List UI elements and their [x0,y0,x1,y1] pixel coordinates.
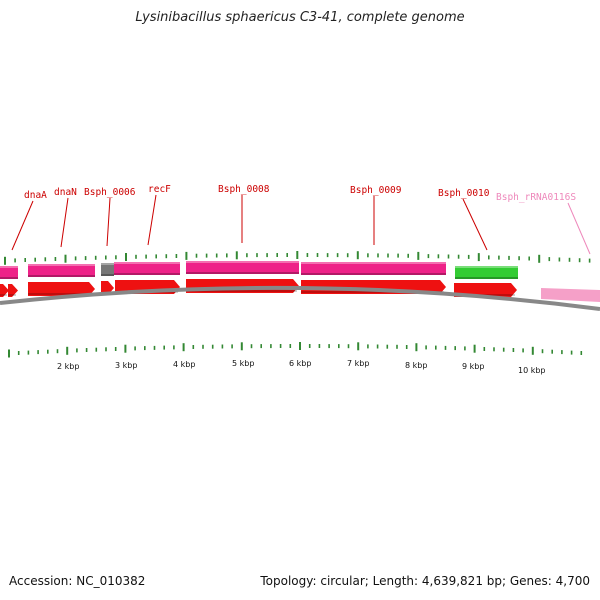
gene-label-Bsph_0009: Bsph_0009 [350,185,402,196]
kbp-label: 2 kbp [57,362,79,371]
gene-label-Bsph_0008: Bsph_0008 [218,184,270,195]
kbp-label: 9 kbp [462,362,484,371]
gene-block-Bsph_0008 [186,261,299,274]
rrna-feature-Bsph_rRNA0116S [541,288,600,302]
gene-label-dnaN: dnaN [54,187,77,198]
kbp-label: 6 kbp [289,359,311,368]
label-leader-line [147,194,157,246]
kbp-scale-labels: 2 kbp 3 kbp 4 kbp 5 kbp 6 kbp 7 kbp 8 kbp 9 kbp… [57,359,546,375]
kbp-label: 3 kbp [115,361,137,370]
cds-arrow-dnaA-a [0,284,9,297]
kbp-label: 4 kbp [173,360,195,369]
accession-text: Accession: NC_010382 [9,574,146,588]
kbp-label: 8 kbp [405,361,427,370]
gene-track [0,261,518,279]
label-leader-line [567,202,591,255]
label-leader-line [462,198,488,251]
gene-label-dnaA: dnaA [24,190,47,201]
gene-label-Bsph_0006: Bsph_0006 [84,187,136,198]
label-leader-line [60,197,69,248]
gene-block-dnaA [0,266,18,279]
gene-block-dnaN [28,264,95,277]
label-leader-line [106,197,111,247]
gene-label-recF: recF [148,184,171,195]
gene-block-Bsph_0009 [301,262,446,275]
kbp-label: 7 kbp [347,359,369,368]
gene-label-Bsph_rRNA0116S: Bsph_rRNA0116S [496,192,576,203]
kbp-label: 5 kbp [232,359,254,368]
gene-labels: dnaA dnaN Bsph_0006 recF Bsph_0008 Bsph_0009 B… [24,184,576,203]
gene-block-recF [114,262,180,275]
genome-title: Lysinibacillus sphaericus C3-41, complet… [135,10,465,25]
genome-summary-text: Topology: circular; Length: 4,639,821 bp… [260,574,590,588]
gene-block-Bsph_0006 [101,263,114,276]
kbp-label: 10 kbp [518,366,546,375]
gene-label-Bsph_0010: Bsph_0010 [438,188,490,199]
lower-tick-row [8,342,583,358]
upper-tick-row [4,251,591,265]
genome-backbone [0,285,600,311]
label-leader-line [11,200,34,251]
gene-label-lines [11,194,591,255]
cds-arrow-dnaA-b [8,284,18,297]
gene-block-Bsph_0010 [455,266,518,279]
